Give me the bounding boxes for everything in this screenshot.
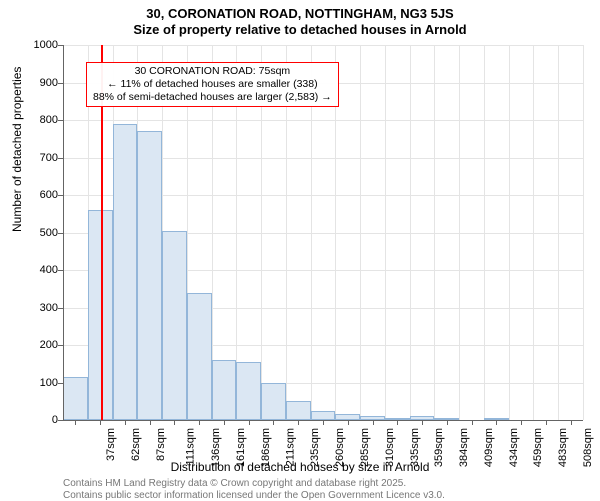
- y-tick-label: 0: [18, 414, 58, 426]
- annotation-line1: 30 CORONATION ROAD: 75sqm: [93, 65, 332, 78]
- annotation-line2: ← 11% of detached houses are smaller (33…: [93, 78, 332, 91]
- grid-line-v: [583, 45, 584, 420]
- x-tick-label: 211sqm: [284, 428, 296, 466]
- grid-line-v: [434, 45, 435, 420]
- footer-line2: Contains public sector information licen…: [63, 490, 445, 501]
- chart-title-sub: Size of property relative to detached ho…: [0, 22, 600, 37]
- x-tick-label: 111sqm: [184, 428, 196, 466]
- y-tick-label: 1000: [18, 39, 58, 51]
- x-tick-label: 508sqm: [582, 428, 594, 467]
- histogram-bar: [137, 131, 162, 420]
- y-tick-label: 700: [18, 152, 58, 164]
- y-axis-line: [63, 45, 64, 420]
- y-tick-label: 400: [18, 264, 58, 276]
- x-tick-label: 260sqm: [334, 428, 346, 467]
- y-tick-label: 500: [18, 227, 58, 239]
- histogram-bar: [212, 360, 237, 420]
- x-tick-label: 62sqm: [130, 428, 142, 461]
- grid-line-v: [360, 45, 361, 420]
- footer-line1: Contains HM Land Registry data © Crown c…: [63, 478, 406, 489]
- x-tick-label: 409sqm: [483, 428, 495, 467]
- grid-line-v: [509, 45, 510, 420]
- histogram-bar: [236, 362, 261, 420]
- x-tick-label: 37sqm: [105, 428, 117, 461]
- x-tick-label: 285sqm: [359, 428, 371, 467]
- grid-line-v: [533, 45, 534, 420]
- chart-container: 30, CORONATION ROAD, NOTTINGHAM, NG3 5JS…: [0, 0, 600, 500]
- x-tick-label: 87sqm: [155, 428, 167, 461]
- y-tick-label: 300: [18, 302, 58, 314]
- x-tick-label: 310sqm: [384, 428, 396, 467]
- histogram-bar: [63, 377, 88, 420]
- grid-line-v: [484, 45, 485, 420]
- histogram-bar: [162, 231, 187, 420]
- histogram-bar: [311, 411, 336, 420]
- y-tick-label: 800: [18, 114, 58, 126]
- annotation-box: 30 CORONATION ROAD: 75sqm ← 11% of detac…: [86, 62, 339, 107]
- grid-line-v: [459, 45, 460, 420]
- x-tick-label: 459sqm: [532, 428, 544, 467]
- y-tick-label: 100: [18, 377, 58, 389]
- histogram-bar: [113, 124, 138, 420]
- histogram-bar: [286, 401, 311, 420]
- grid-line-v: [558, 45, 559, 420]
- grid-line-v: [385, 45, 386, 420]
- x-tick-label: 434sqm: [508, 428, 520, 467]
- x-tick-label: 136sqm: [211, 428, 223, 467]
- x-tick-label: 161sqm: [235, 428, 247, 467]
- x-tick-label: 335sqm: [409, 428, 421, 467]
- annotation-line3: 88% of semi-detached houses are larger (…: [93, 91, 332, 104]
- y-tick-label: 200: [18, 339, 58, 351]
- y-axis-title: Number of detached properties: [10, 67, 24, 232]
- grid-line-h: [63, 120, 583, 121]
- x-tick-label: 359sqm: [433, 428, 445, 467]
- x-tick-label: 384sqm: [458, 428, 470, 467]
- y-tick-label: 600: [18, 189, 58, 201]
- chart-title-main: 30, CORONATION ROAD, NOTTINGHAM, NG3 5JS: [0, 6, 600, 21]
- x-tick-label: 235sqm: [310, 428, 322, 467]
- x-tick-label: 186sqm: [260, 428, 272, 467]
- histogram-bar: [187, 293, 212, 421]
- histogram-bar: [261, 383, 286, 421]
- x-tick-label: 483sqm: [557, 428, 569, 467]
- grid-line-h: [63, 45, 583, 46]
- x-axis-line: [63, 420, 583, 421]
- y-tick-label: 900: [18, 77, 58, 89]
- grid-line-v: [410, 45, 411, 420]
